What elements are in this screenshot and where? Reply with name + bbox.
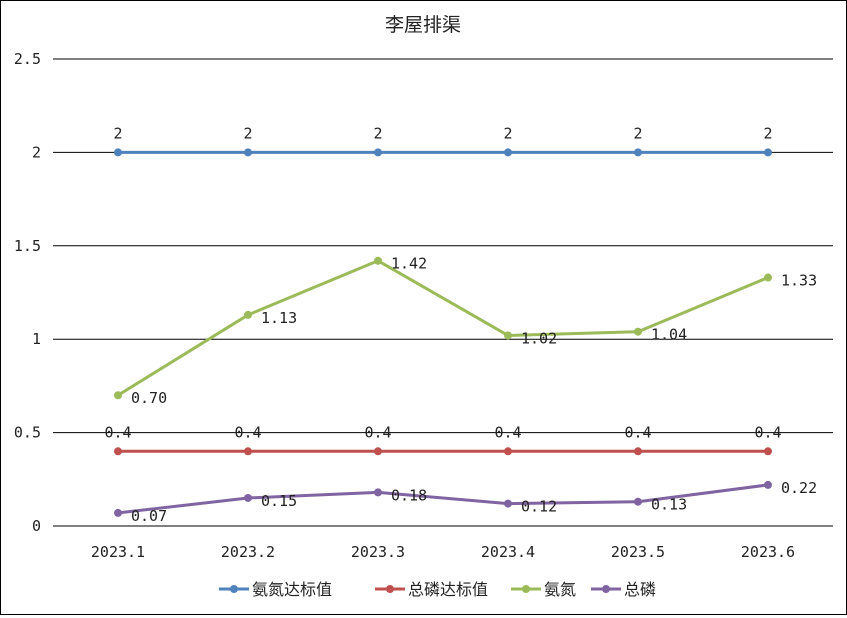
data-label: 2 — [373, 124, 382, 142]
data-point — [114, 148, 122, 157]
data-labels-group: 2 2 2 2 2 20.4 0.4 0.4 0.4 0.4 0.40.701.131.421.02… — [104, 124, 817, 525]
data-point — [244, 310, 252, 319]
data-label: 0.4 — [624, 423, 651, 441]
x-tick-label: 2023.2 — [221, 543, 275, 561]
x-tick-label: 2023.4 — [481, 543, 535, 561]
data-label: 0.70 — [131, 389, 167, 407]
chart-title: 李屋排渠 — [385, 14, 461, 36]
y-tick-label: 1.5 — [14, 237, 41, 255]
legend-label: 总磷达标值 — [408, 580, 488, 599]
data-label: 1.02 — [521, 329, 557, 347]
x-tick-label: 2023.3 — [351, 543, 405, 561]
legend-label: 氨氮达标值 — [252, 580, 332, 599]
data-point — [504, 148, 512, 157]
data-label: 2 — [503, 124, 512, 142]
data-label: 2 — [243, 124, 252, 142]
data-point — [634, 447, 642, 456]
data-point — [374, 447, 382, 456]
data-label: 1.33 — [781, 272, 817, 290]
y-tick-label: 1 — [32, 330, 41, 348]
data-label: 2 — [763, 124, 772, 142]
data-point — [634, 497, 642, 506]
y-axis-ticks: 0 0.5 1 1.5 2 2.5 — [14, 50, 41, 535]
data-label: 0.4 — [494, 423, 521, 441]
data-point — [114, 508, 122, 517]
series-group — [114, 148, 772, 517]
x-axis-ticks: 2023.1 2023.2 2023.3 2023.4 2023.5 2023.6 — [91, 543, 795, 561]
data-point — [244, 447, 252, 456]
data-point — [374, 256, 382, 265]
series-line — [117, 483, 769, 515]
data-point — [244, 148, 252, 157]
y-tick-label: 2 — [32, 143, 41, 161]
data-point — [764, 447, 772, 456]
data-label: 1.42 — [391, 255, 427, 273]
legend-label: 总磷 — [624, 580, 656, 599]
data-point — [114, 391, 122, 400]
x-tick-label: 2023.5 — [611, 543, 665, 561]
data-label: 0.22 — [781, 479, 817, 497]
y-tick-label: 2.5 — [14, 50, 41, 68]
y-tick-label: 0.5 — [14, 424, 41, 442]
x-tick-label: 2023.1 — [91, 543, 145, 561]
data-label: 1.13 — [261, 309, 297, 327]
data-label: 0.4 — [234, 423, 261, 441]
data-point — [114, 447, 122, 456]
legend-swatch-marker — [602, 585, 610, 593]
data-point — [374, 148, 382, 157]
data-label: 0.07 — [131, 507, 167, 525]
data-label: 2 — [113, 124, 122, 142]
legend-swatch-marker — [386, 585, 394, 593]
legend: 氨氮达标值 总磷达标值 氨氮 总磷 — [219, 580, 656, 599]
data-label: 0.4 — [364, 423, 391, 441]
data-label: 0.4 — [104, 423, 131, 441]
data-point — [764, 148, 772, 157]
data-label: 0.13 — [651, 496, 687, 514]
legend-label: 氨氮 — [544, 580, 576, 599]
data-point — [244, 493, 252, 502]
data-point — [764, 480, 772, 489]
data-point — [634, 327, 642, 336]
data-label: 0.12 — [521, 498, 557, 516]
series-line — [117, 259, 769, 397]
data-point — [374, 488, 382, 497]
data-label: 1.04 — [651, 326, 687, 344]
legend-swatch-marker — [522, 585, 530, 593]
data-label: 0.4 — [754, 423, 781, 441]
data-label: 0.15 — [261, 492, 297, 510]
data-point — [634, 148, 642, 157]
data-label: 0.18 — [391, 486, 427, 504]
data-point — [504, 499, 512, 508]
data-point — [504, 331, 512, 340]
data-point — [504, 447, 512, 456]
y-tick-label: 0 — [32, 517, 41, 535]
gridlines — [53, 58, 833, 527]
data-label: 2 — [633, 124, 642, 142]
x-tick-label: 2023.6 — [741, 543, 795, 561]
data-point — [764, 273, 772, 282]
legend-swatch-marker — [230, 585, 238, 593]
